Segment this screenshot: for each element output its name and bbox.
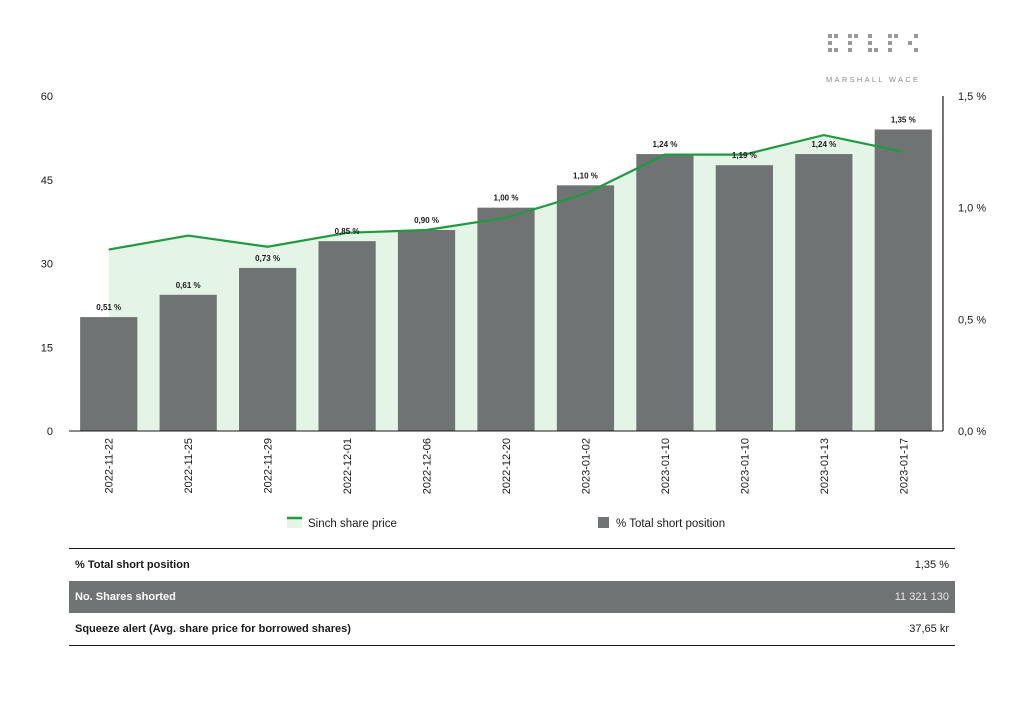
right-axis-tick-label: 1,5 % — [958, 91, 986, 103]
summary-label: % Total short position — [75, 559, 190, 571]
short-position-bar — [636, 154, 694, 432]
x-axis-tick-label: 2022-11-25 — [183, 438, 195, 493]
x-axis-tick-label: 2022-11-22 — [104, 438, 116, 493]
bar-value-label: 1,24 % — [652, 140, 677, 149]
right-axis-tick-label: 0,0 % — [958, 426, 986, 438]
bar-value-label: 1,19 % — [732, 151, 757, 160]
legend-label-short-position: % Total short position — [616, 518, 725, 530]
table-top-rule — [69, 548, 955, 549]
short-position-bar — [318, 241, 376, 431]
x-axis-tick-label: 2022-12-06 — [422, 438, 434, 494]
short-position-bar — [556, 185, 615, 431]
bar-value-label: 0,73 % — [255, 254, 280, 263]
share-price-line — [108, 133, 904, 251]
bar-value-label: 1,35 % — [891, 116, 916, 125]
legend-swatch-bar — [598, 517, 609, 528]
short-position-chart: 0 15 30 45 60 0,0 % 0,5 % 1,0 % 1,5 % 2022-11-22 2… — [41, 91, 987, 530]
short-position-bar — [159, 294, 217, 431]
logo-mark-icon — [828, 34, 918, 52]
x-axis-tick-label: 2023-01-13 — [819, 438, 831, 494]
left-axis-tick-label: 30 — [41, 259, 53, 271]
summary-value: 1,35 % — [914, 559, 949, 571]
left-axis-tick-label: 0 — [47, 426, 53, 438]
x-axis-tick-label: 2022-12-20 — [501, 438, 513, 494]
bar-value-label: 1,00 % — [494, 194, 519, 203]
logo-brand-text: MARSHALL WACE — [826, 75, 921, 84]
bar-value-label: 0,51 % — [96, 303, 121, 312]
bar-value-label: 0,61 % — [176, 281, 201, 290]
short-position-bar — [80, 317, 138, 431]
summary-value: 37,65 kr — [909, 623, 949, 635]
summary-label: No. Shares shorted — [75, 591, 176, 603]
x-axis-tick-label: 2023-01-10 — [739, 438, 751, 494]
right-axis-tick-label: 0,5 % — [958, 314, 986, 326]
short-position-bar — [874, 129, 932, 431]
summary-label: Squeeze alert (Avg. share price for borr… — [75, 623, 351, 635]
table-bottom-rule — [69, 645, 955, 646]
summary-table: % Total short position 1,35 % No. Shares… — [69, 548, 955, 646]
short-position-bar — [239, 267, 297, 431]
bar-value-label: 1,10 % — [573, 171, 598, 180]
x-axis-tick-label: 2022-12-01 — [342, 438, 354, 494]
bar-value-label: 0,90 % — [414, 216, 439, 225]
bar-value-label: 0,85 % — [335, 227, 360, 236]
right-axis-tick-label: 1,0 % — [958, 203, 986, 215]
short-position-bar — [397, 230, 456, 431]
short-position-bar — [795, 154, 853, 432]
x-axis-tick-label: 2023-01-10 — [660, 438, 672, 494]
bar-value-label: 1,24 % — [811, 140, 836, 149]
summary-value: 11 321 130 — [894, 591, 949, 603]
left-axis-tick-label: 45 — [41, 175, 53, 187]
x-axis-tick-label: 2022-11-29 — [263, 438, 275, 493]
legend-label-share-price: Sinch share price — [308, 518, 397, 530]
x-axis-tick-label: 2023-01-02 — [580, 438, 592, 494]
left-axis-tick-label: 60 — [41, 91, 53, 103]
left-axis-tick-label: 15 — [41, 342, 53, 354]
summary-row-short-position: % Total short position 1,35 % — [69, 549, 955, 581]
short-position-bar — [715, 165, 773, 431]
x-axis-tick-label: 2023-01-17 — [898, 438, 910, 494]
summary-row-shares-shorted: No. Shares shorted 11 321 130 — [69, 581, 955, 613]
marshall-wace-logo: MARSHALL WACE — [820, 34, 932, 86]
summary-row-squeeze-alert: Squeeze alert (Avg. share price for borr… — [69, 613, 955, 645]
short-position-bar — [477, 207, 535, 431]
legend-swatch-area — [287, 517, 302, 528]
